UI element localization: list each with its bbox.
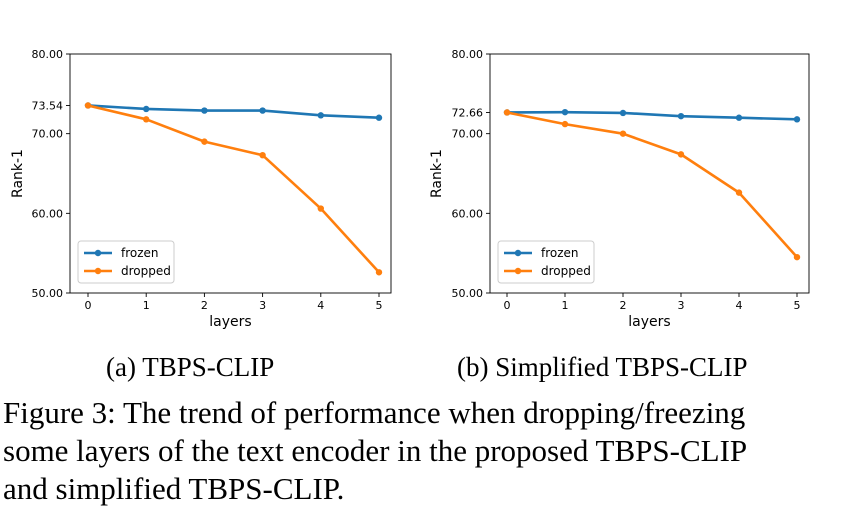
data-point-dropped-b [735,189,743,196]
x-tick-label-b: 3 [678,299,685,312]
y-tick-label-a: 70.00 [32,128,64,141]
caption-line-3: and simplified TBPS-CLIP. [3,471,345,506]
data-point-dropped-b [561,120,569,128]
subcaption-a: (a) TBPS-CLIP [106,352,275,382]
legend-label-frozen-a: frozen [121,246,159,260]
y-tick-label-b: 72.66 [452,106,484,119]
x-tick-label-a: 5 [376,299,383,312]
caption-line-2: some layers of the text encoder in the p… [3,433,748,468]
x-tick-label-a: 2 [201,299,208,312]
data-point-frozen-a [317,112,324,119]
data-point-dropped-a [84,102,92,109]
data-point-dropped-a [201,138,208,145]
data-point-dropped-b [677,151,685,158]
y-tick-label-a: 80.00 [32,48,64,61]
x-tick-label-b: 1 [562,299,569,312]
data-point-frozen-b [735,114,743,121]
series-line-dropped-b [506,111,798,259]
plot-frame-b [489,53,810,294]
y-tick-label-a: 60.00 [32,207,64,220]
y-tick-label-b: 60.00 [452,207,484,220]
x-tick-label-b: 5 [794,299,801,312]
data-point-dropped-a [143,116,150,123]
data-point-dropped-b [619,130,627,137]
x-tick-label-a: 3 [259,299,266,312]
data-point-frozen-b [793,116,801,123]
legend-label-dropped-a: dropped [121,264,171,278]
data-point-frozen-b [677,112,685,120]
x-tick-label-a: 0 [85,299,92,312]
y-tick-label-a: 50.00 [32,287,64,300]
data-point-dropped-a [375,269,383,276]
legend-marker-frozen-b [514,249,522,257]
y-axis-label-a: Rank-1 [10,149,26,198]
x-tick-label-b: 0 [504,299,511,312]
figure-caption: Figure 3: The trend of performance when … [3,394,838,508]
data-point-frozen-a [201,107,208,114]
x-axis-label-a: layers [209,314,251,330]
data-point-dropped-b [793,253,801,261]
data-point-frozen-a [259,107,266,114]
series-line-dropped-a [87,104,380,274]
x-tick-label-a: 1 [143,299,150,312]
y-tick-label-b: 80.00 [452,48,484,61]
legend-marker-frozen-a [94,249,102,257]
series-line-frozen-b [506,110,798,121]
data-point-dropped-b [503,109,511,116]
data-point-frozen-a [143,105,150,113]
x-tick-label-a: 4 [317,299,324,312]
data-point-dropped-a [259,151,266,159]
data-point-frozen-b [619,109,627,117]
y-axis-label-b: Rank-1 [429,149,445,198]
subcaption-b: (b) Simplified TBPS-CLIP [457,352,748,382]
legend-marker-dropped-b [514,267,522,275]
plot-frame-a [69,53,392,294]
y-tick-label-a: 73.54 [32,99,64,112]
caption-line-1: Figure 3: The trend of performance when … [3,395,746,430]
x-tick-label-b: 2 [620,299,627,312]
legend-box-a [77,240,175,284]
series-line-frozen-a [87,104,380,120]
data-point-frozen-b [561,108,569,116]
x-tick-label-b: 4 [736,299,743,312]
data-point-dropped-a [317,205,324,212]
legend-marker-dropped-a [94,267,102,275]
y-tick-label-b: 50.00 [452,287,484,300]
legend-box-b [497,240,595,284]
y-tick-label-b: 70.00 [452,128,484,141]
x-axis-label-b: layers [628,314,670,330]
legend-label-dropped-b: dropped [541,264,591,278]
data-point-frozen-a [375,114,383,121]
legend-label-frozen-b: frozen [541,246,579,260]
